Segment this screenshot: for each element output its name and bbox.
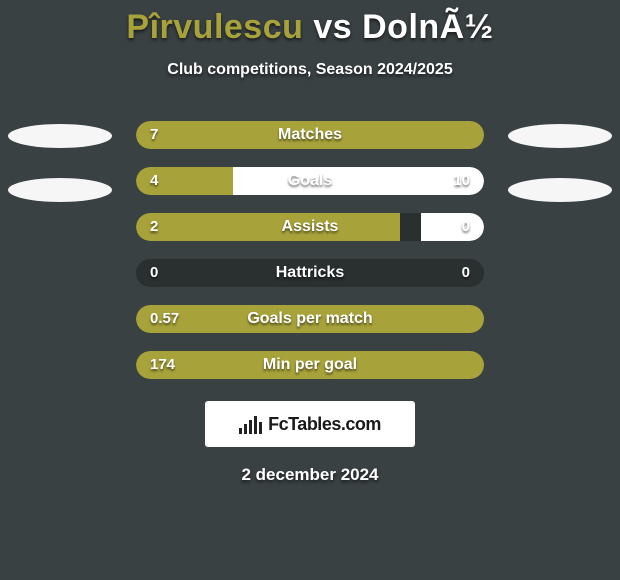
- stat-label: Goals per match: [136, 305, 484, 333]
- stat-row: Matches7: [0, 121, 620, 167]
- fctables-logo: FcTables.com: [205, 401, 415, 447]
- stat-label: Assists: [136, 213, 484, 241]
- stat-label: Min per goal: [136, 351, 484, 379]
- stat-value-player2: 10: [453, 167, 470, 195]
- stat-row: Goals4 10: [0, 167, 620, 213]
- stat-row: Assists2 0: [0, 213, 620, 259]
- player1-name: Pîrvulescu: [126, 8, 303, 46]
- subtitle: Club competitions, Season 2024/2025: [0, 61, 620, 79]
- stat-value-player2: 0: [462, 213, 470, 241]
- stat-value-player1: 0: [150, 259, 158, 287]
- stat-value-player1: 4: [150, 167, 158, 195]
- vs-separator: vs: [313, 8, 352, 46]
- stat-row: Min per goal174: [0, 351, 620, 397]
- stat-value-player1: 2: [150, 213, 158, 241]
- logo-text: FcTables.com: [268, 414, 381, 435]
- stat-value-player1: 0.57: [150, 305, 179, 333]
- stat-value-player2: 0: [462, 259, 470, 287]
- footer-date: 2 december 2024: [0, 465, 620, 485]
- stat-value-player1: 174: [150, 351, 175, 379]
- stat-label: Goals: [136, 167, 484, 195]
- stat-label: Matches: [136, 121, 484, 149]
- stat-value-player1: 7: [150, 121, 158, 149]
- logo-bars-icon: [239, 414, 262, 434]
- stats-chart: Matches7Goals410Assists20Hattricks00Goal…: [0, 121, 620, 397]
- player2-name: DolnÃ½: [362, 8, 493, 46]
- stat-label: Hattricks: [136, 259, 484, 287]
- stat-row: Goals per match0.57: [0, 305, 620, 351]
- stat-row: Hattricks0 0: [0, 259, 620, 305]
- comparison-title: Pîrvulescu vs DolnÃ½: [0, 0, 620, 47]
